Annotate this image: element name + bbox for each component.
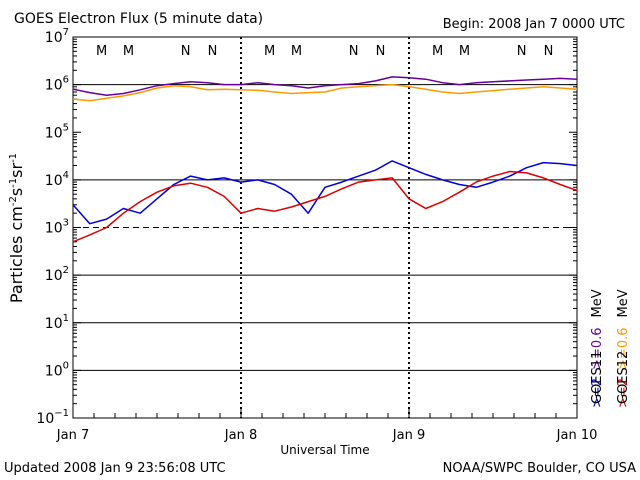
legend-mev-1: MeV [590,289,605,317]
svg-text:>=2>=0.6MeV: >=2 >=0.6 MeV [590,289,605,408]
marker-n-3: N [208,44,218,59]
marker-m-5: M [291,44,302,59]
x-tick-label-1: Jan 8 [224,428,257,443]
y-tick-label-1e2: 102 [45,265,69,284]
series-line-0 [72,76,578,96]
axis-ticks [72,36,578,419]
y-tick-labels: 107 106 105 104 103 102 101 100 10−1 [36,27,69,427]
marker-m-8: M [432,44,443,59]
legend-mev-2: MeV [616,289,631,317]
begin-label: Begin: 2008 Jan 7 0000 UTC [443,17,625,32]
y-axis-label-sup3: -1 [8,153,19,163]
x-tick-labels: Jan 7 Jan 8 Jan 9 Jan 10 [56,428,598,443]
y-axis-label-sr: sr [7,163,26,178]
legend-goes12-2mev: >=2 [616,378,631,408]
chart-title: GOES Electron Flux (5 minute data) [14,11,263,27]
series-lines [72,76,578,243]
x-tick-label-2: Jan 9 [392,428,425,443]
y-tick-label-1e-1: 10−1 [36,408,69,427]
y-tick-label-1e0: 100 [45,360,69,379]
reference-lines [73,84,577,371]
y-tick-label-1e7: 107 [45,27,69,46]
marker-m-1: M [123,44,134,59]
svg-text:>=2>=0.6MeV: >=2 >=0.6 MeV [616,289,631,408]
y-axis-label-sup2: -1 [8,178,19,188]
day-boundary-lines [240,37,410,418]
source-credit: NOAA/SWPC Boulder, CO USA [443,461,636,476]
legend-goes11-2mev: >=2 [590,378,605,408]
marker-n-6: N [349,44,359,59]
marker-m-0: M [96,44,107,59]
series-line-2 [72,160,578,225]
marker-m-4: M [264,44,275,59]
marker-m-9: M [459,44,470,59]
legend-col2: >=2 >=0.6 MeV [616,289,631,408]
legend-goes12-label: GOES12 [616,351,631,404]
series-line-1 [72,83,578,102]
x-tick-label-0: Jan 7 [56,428,89,443]
legend-goes12-06mev: >=0.6 [616,327,631,369]
y-tick-label-1e3: 103 [45,218,69,237]
updated-timestamp: Updated 2008 Jan 9 23:56:08 UTC [4,461,226,476]
series-line-3 [72,170,578,243]
y-axis-label-sup1: -2 [8,196,19,206]
y-axis-label: Particles cm-2s-1sr-1 [7,153,26,303]
legend-goes11-06mev: >=0.6 [590,327,605,369]
x-tick-label-3: Jan 10 [556,428,598,443]
marker-n-2: N [181,44,191,59]
y-tick-label-1e6: 106 [45,75,69,94]
x-axis-label: Universal Time [280,443,369,457]
y-tick-label-1e1: 101 [45,313,69,332]
y-tick-label-1e5: 105 [45,122,69,141]
legend-col1: >=2 >=0.6 MeV [590,289,605,408]
legend-goes11-label: GOES11 [590,351,605,404]
marker-n-10: N [517,44,527,59]
y-axis-label-base: Particles cm [7,206,26,303]
marker-n-7: N [376,44,386,59]
marker-n-11: N [544,44,554,59]
y-tick-label-1e4: 104 [45,170,69,189]
y-axis-label-s: s [7,188,26,196]
